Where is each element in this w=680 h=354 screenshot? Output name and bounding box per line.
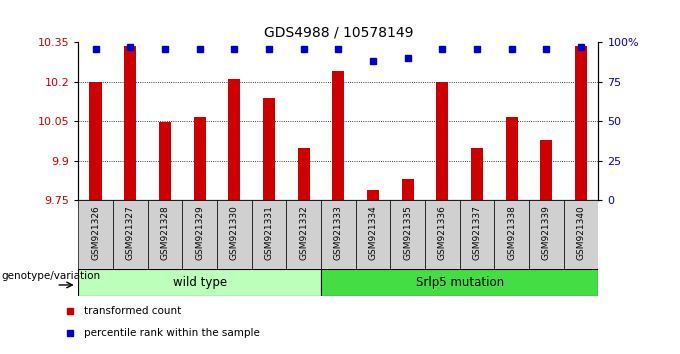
Bar bbox=[425, 200, 460, 269]
Text: GSM921336: GSM921336 bbox=[438, 206, 447, 261]
Bar bbox=[564, 200, 598, 269]
Text: wild type: wild type bbox=[173, 276, 226, 289]
Bar bbox=[321, 269, 598, 296]
Text: genotype/variation: genotype/variation bbox=[1, 271, 101, 281]
Bar bbox=[390, 200, 425, 269]
Bar bbox=[402, 179, 413, 200]
Text: GSM921333: GSM921333 bbox=[334, 206, 343, 261]
Bar bbox=[78, 269, 321, 296]
Text: GSM921335: GSM921335 bbox=[403, 206, 412, 261]
Bar bbox=[148, 200, 182, 269]
Text: GSM921328: GSM921328 bbox=[160, 206, 169, 260]
Bar bbox=[356, 200, 390, 269]
Bar bbox=[298, 148, 309, 200]
Bar bbox=[159, 122, 171, 200]
Bar bbox=[529, 200, 564, 269]
Text: GSM921331: GSM921331 bbox=[265, 206, 273, 261]
Text: GSM921327: GSM921327 bbox=[126, 206, 135, 260]
Bar bbox=[182, 200, 217, 269]
Text: GSM921334: GSM921334 bbox=[369, 206, 377, 260]
Bar bbox=[194, 117, 205, 200]
Text: GSM921340: GSM921340 bbox=[577, 206, 585, 260]
Bar bbox=[124, 46, 136, 200]
Bar bbox=[78, 200, 113, 269]
Text: GSM921332: GSM921332 bbox=[299, 206, 308, 260]
Bar bbox=[541, 139, 552, 200]
Text: GSM921329: GSM921329 bbox=[195, 206, 204, 260]
Text: GSM921339: GSM921339 bbox=[542, 206, 551, 261]
Bar bbox=[263, 98, 275, 200]
Bar bbox=[471, 148, 483, 200]
Title: GDS4988 / 10578149: GDS4988 / 10578149 bbox=[264, 26, 413, 40]
Bar bbox=[333, 72, 344, 200]
Bar bbox=[494, 200, 529, 269]
Bar bbox=[575, 46, 587, 200]
Bar bbox=[252, 200, 286, 269]
Text: GSM921338: GSM921338 bbox=[507, 206, 516, 261]
Text: Srlp5 mutation: Srlp5 mutation bbox=[415, 276, 504, 289]
Text: GSM921330: GSM921330 bbox=[230, 206, 239, 261]
Text: GSM921337: GSM921337 bbox=[473, 206, 481, 261]
Bar bbox=[506, 117, 517, 200]
Bar bbox=[90, 82, 101, 200]
Text: transformed count: transformed count bbox=[84, 306, 181, 316]
Bar bbox=[321, 200, 356, 269]
Text: percentile rank within the sample: percentile rank within the sample bbox=[84, 328, 260, 338]
Text: GSM921326: GSM921326 bbox=[91, 206, 100, 260]
Bar bbox=[437, 82, 448, 200]
Bar bbox=[113, 200, 148, 269]
Bar bbox=[460, 200, 494, 269]
Bar bbox=[367, 189, 379, 200]
Bar bbox=[228, 79, 240, 200]
Bar bbox=[286, 200, 321, 269]
Bar bbox=[217, 200, 252, 269]
